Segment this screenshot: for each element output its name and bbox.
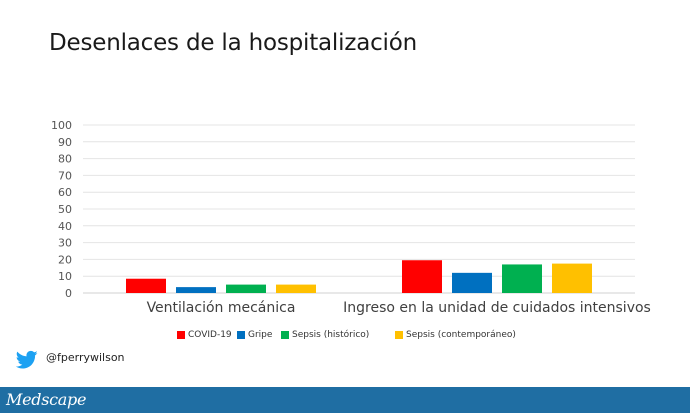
legend-swatch	[237, 331, 245, 339]
legend-item: COVID-19	[177, 330, 232, 340]
y-tick-label: 70	[58, 169, 72, 182]
legend-item: Gripe	[237, 330, 272, 340]
twitter-credit: @fperrywilson	[16, 350, 125, 370]
legend-item: Sepsis (histórico)	[281, 330, 369, 340]
y-tick-label: 90	[58, 136, 72, 149]
bars	[126, 260, 592, 293]
legend-swatch	[281, 331, 289, 339]
bar	[502, 264, 542, 293]
legend-swatch	[177, 331, 185, 339]
y-tick-label: 40	[58, 220, 72, 233]
category-labels: Ventilación mecánica Ingreso en la unidad…	[147, 300, 651, 316]
footer-bar: Medscape	[0, 387, 690, 413]
legend-label: Gripe	[248, 330, 273, 340]
y-tick-label: 30	[58, 237, 72, 250]
y-axis-ticks: 0 10 20 30 40 50 60 70 80 90 100	[51, 119, 72, 300]
bar	[176, 287, 216, 293]
bar	[276, 284, 316, 293]
bar	[552, 263, 592, 293]
bar	[402, 260, 442, 293]
y-tick-label: 60	[58, 186, 72, 199]
legend-label: COVID-19	[188, 330, 232, 340]
y-tick-label: 80	[58, 153, 72, 166]
y-tick-label: 100	[51, 119, 72, 132]
legend-item: Sepsis (contemporáneo)	[395, 330, 516, 340]
bar-chart: 0 10 20 30 40 50 60 70 80 90 100 Ventilación mecán…	[51, 119, 651, 316]
chart-title: Desenlaces de la hospitalización	[49, 30, 417, 56]
y-tick-label: 50	[58, 203, 72, 216]
bar	[126, 278, 166, 293]
y-tick-label: 20	[58, 253, 72, 266]
y-tick-label: 0	[65, 287, 72, 300]
twitter-bird-icon	[16, 350, 38, 369]
legend-label: Sepsis (contemporáneo)	[406, 330, 516, 340]
category-label: Ingreso en la unidad de cuidados intensi…	[343, 300, 651, 316]
legend-label: Sepsis (histórico)	[292, 330, 370, 340]
bar	[226, 284, 266, 293]
gridlines	[83, 124, 635, 294]
bar	[452, 272, 492, 293]
category-label: Ventilación mecánica	[147, 300, 296, 316]
y-tick-label: 10	[58, 270, 72, 283]
medscape-logo[interactable]: Medscape	[6, 390, 87, 409]
legend-swatch	[395, 331, 403, 339]
twitter-handle: @fperrywilson	[46, 350, 125, 364]
